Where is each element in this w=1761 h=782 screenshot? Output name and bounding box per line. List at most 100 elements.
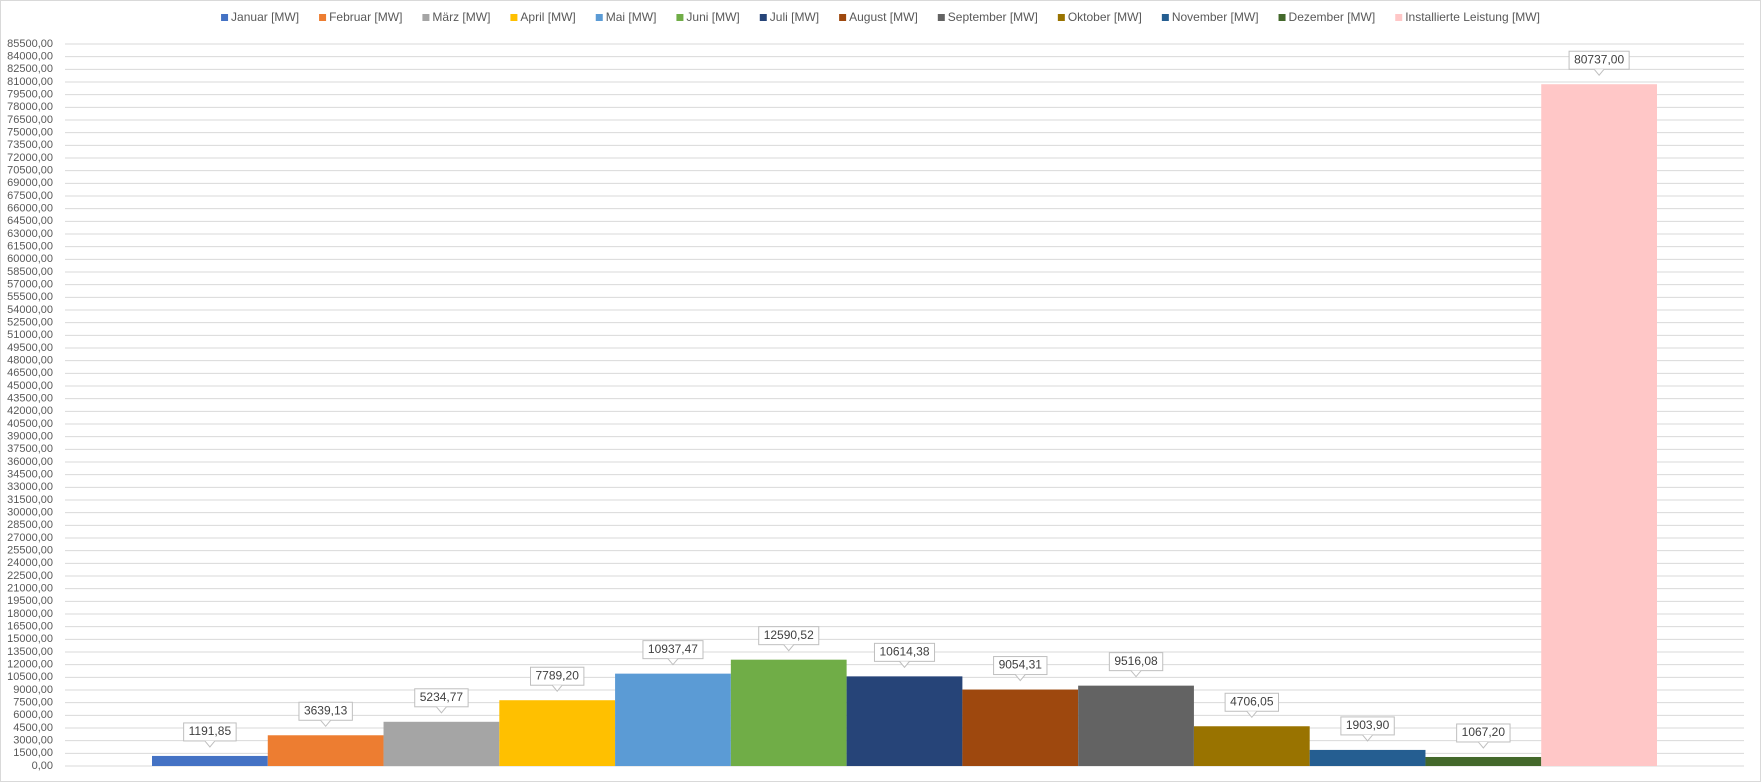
data-label: 10614,38 bbox=[879, 645, 929, 659]
y-tick-label: 28500,00 bbox=[7, 519, 53, 531]
legend-label: Installierte Leistung [MW] bbox=[1405, 10, 1540, 24]
y-tick-label: 13500,00 bbox=[7, 646, 53, 658]
legend-swatch bbox=[510, 14, 518, 21]
bar bbox=[1078, 685, 1194, 766]
y-tick-label: 79500,00 bbox=[7, 89, 53, 101]
y-tick-label: 30000,00 bbox=[7, 507, 53, 519]
legend-label: Juni [MW] bbox=[686, 10, 739, 24]
y-tick-label: 1500,00 bbox=[13, 747, 53, 759]
legend-swatch bbox=[221, 14, 229, 21]
y-tick-label: 84000,00 bbox=[7, 51, 53, 63]
y-tick-label: 45000,00 bbox=[7, 380, 53, 392]
data-label-pointer bbox=[899, 661, 910, 669]
y-tick-label: 3000,00 bbox=[13, 735, 53, 747]
y-tick-label: 73500,00 bbox=[7, 139, 53, 151]
data-label: 7789,20 bbox=[535, 668, 579, 682]
legend-swatch bbox=[422, 14, 430, 21]
legend-label: August [MW] bbox=[849, 10, 918, 24]
y-tick-label: 42000,00 bbox=[7, 405, 53, 417]
y-tick-label: 60000,00 bbox=[7, 253, 53, 265]
y-tick-label: 7500,00 bbox=[13, 697, 53, 709]
bar bbox=[383, 721, 500, 766]
y-tick-label: 46500,00 bbox=[7, 367, 53, 379]
data-label: 10937,47 bbox=[648, 642, 698, 656]
bar bbox=[615, 673, 731, 766]
y-tick-label: 54000,00 bbox=[7, 304, 53, 316]
y-tick-label: 24000,00 bbox=[7, 557, 53, 569]
y-tick-label: 85500,00 bbox=[7, 38, 53, 50]
legend-swatch bbox=[676, 14, 684, 21]
y-tick-label: 39000,00 bbox=[7, 431, 53, 443]
bar bbox=[267, 735, 384, 766]
y-tick-label: 25500,00 bbox=[7, 545, 53, 557]
bar bbox=[1541, 84, 1657, 766]
legend-label: Dezember [MW] bbox=[1289, 10, 1376, 24]
y-tick-label: 18000,00 bbox=[7, 608, 53, 620]
data-label: 1191,85 bbox=[189, 724, 232, 738]
legend-swatch bbox=[1278, 14, 1286, 21]
y-tick-label: 21000,00 bbox=[7, 583, 53, 595]
y-tick-label: 55500,00 bbox=[7, 291, 53, 303]
data-label: 5234,77 bbox=[420, 690, 464, 704]
y-tick-label: 10500,00 bbox=[7, 671, 53, 683]
y-tick-label: 0,00 bbox=[32, 760, 53, 772]
legend-label: Oktober [MW] bbox=[1068, 10, 1142, 24]
data-label: 3639,13 bbox=[304, 703, 348, 717]
legend-label: Juli [MW] bbox=[770, 10, 819, 24]
data-label-pointer bbox=[1246, 710, 1258, 719]
legend-label: November [MW] bbox=[1172, 10, 1259, 24]
bar bbox=[152, 755, 268, 766]
y-tick-label: 48000,00 bbox=[7, 355, 53, 367]
data-label: 1903,90 bbox=[1346, 718, 1390, 732]
legend-swatch bbox=[759, 14, 767, 21]
legend-swatch bbox=[1161, 14, 1169, 21]
bar bbox=[1309, 749, 1426, 766]
y-tick-label: 31500,00 bbox=[7, 494, 53, 506]
legend-label: Januar [MW] bbox=[231, 10, 299, 24]
legend-label: September [MW] bbox=[948, 10, 1038, 24]
y-tick-label: 67500,00 bbox=[7, 190, 53, 202]
y-tick-label: 61500,00 bbox=[7, 241, 53, 253]
y-tick-label: 36000,00 bbox=[7, 456, 53, 468]
y-tick-label: 58500,00 bbox=[7, 266, 53, 278]
bar bbox=[730, 659, 847, 766]
y-tick-label: 40500,00 bbox=[7, 418, 53, 430]
y-tick-label: 76500,00 bbox=[7, 114, 53, 126]
legend-swatch bbox=[319, 14, 327, 21]
legend-swatch bbox=[1057, 14, 1065, 21]
y-tick-label: 4500,00 bbox=[13, 722, 53, 734]
y-tick-label: 51000,00 bbox=[7, 329, 53, 341]
data-label-pointer bbox=[783, 644, 795, 652]
y-tick-label: 75000,00 bbox=[7, 127, 53, 139]
legend-swatch bbox=[839, 14, 847, 21]
y-tick-label: 27000,00 bbox=[7, 532, 53, 544]
y-tick-label: 70500,00 bbox=[7, 165, 53, 177]
data-label-pointer bbox=[1477, 741, 1489, 749]
data-label: 1067,20 bbox=[1462, 725, 1506, 739]
data-label: 9516,08 bbox=[1114, 654, 1158, 668]
y-tick-label: 52500,00 bbox=[7, 317, 53, 329]
legend-swatch bbox=[937, 14, 945, 21]
bar bbox=[962, 689, 1079, 766]
y-tick-label: 49500,00 bbox=[7, 342, 53, 354]
bar bbox=[1425, 756, 1542, 766]
y-tick-label: 57000,00 bbox=[7, 279, 53, 291]
data-label-pointer bbox=[667, 658, 679, 666]
data-label-pointer bbox=[436, 706, 447, 714]
data-label: 9054,31 bbox=[999, 658, 1043, 672]
legend-label: Mai [MW] bbox=[606, 10, 657, 24]
legend-swatch bbox=[1395, 14, 1403, 21]
y-tick-label: 63000,00 bbox=[7, 228, 53, 240]
data-label: 4706,05 bbox=[1230, 694, 1274, 708]
legend-label: Februar [MW] bbox=[329, 10, 402, 24]
bar bbox=[846, 676, 963, 766]
y-tick-label: 12000,00 bbox=[7, 659, 53, 671]
y-tick-label: 64500,00 bbox=[7, 215, 53, 227]
y-tick-label: 43500,00 bbox=[7, 393, 53, 405]
y-tick-label: 37500,00 bbox=[7, 443, 53, 455]
y-tick-label: 72000,00 bbox=[7, 152, 53, 164]
data-label-pointer bbox=[1130, 670, 1142, 678]
data-label: 12590,52 bbox=[764, 628, 814, 642]
